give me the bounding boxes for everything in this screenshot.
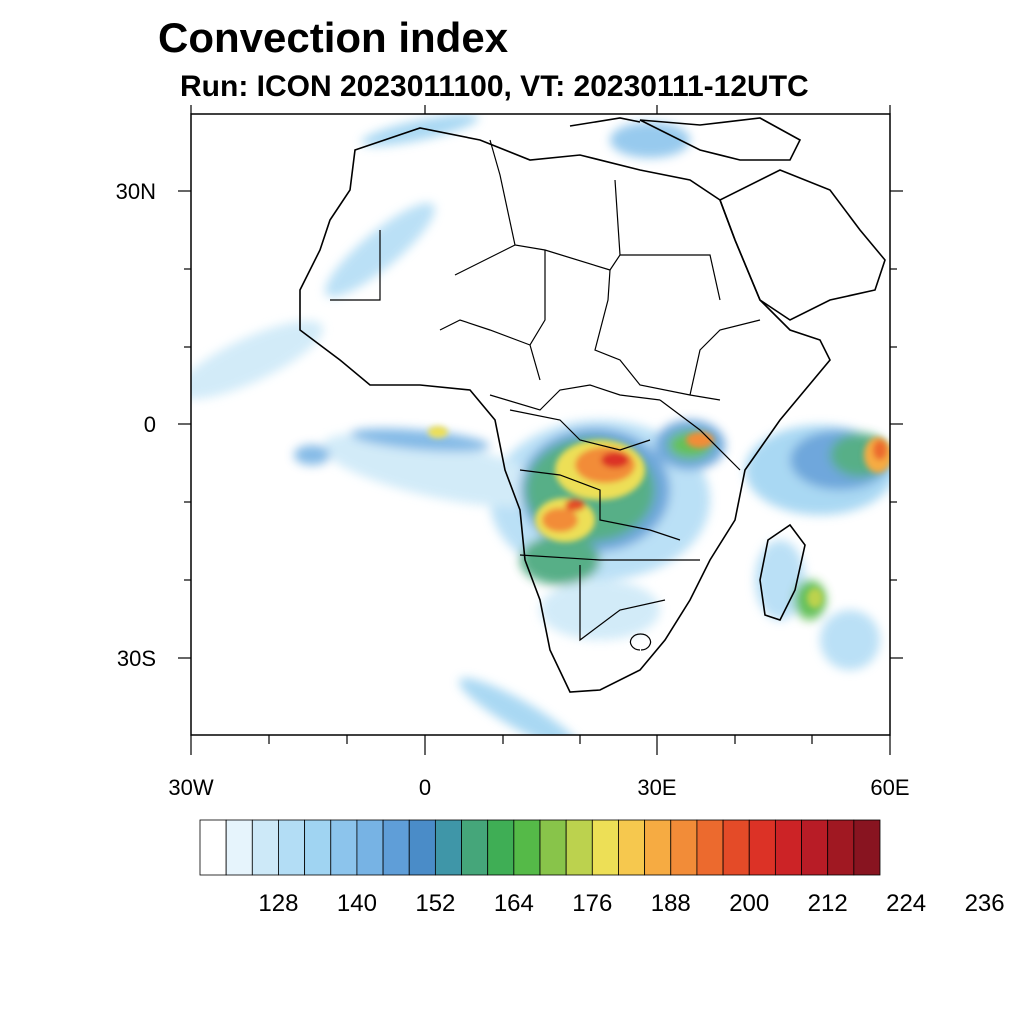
colorbar-box [225,819,253,876]
colorbar-tick-label: 164 [493,890,534,917]
colorbar-box [670,819,698,876]
colorbar-box [827,819,855,876]
colorbar-tick-label: 188 [650,890,691,917]
colorbar-box [565,819,593,876]
lat-label-30s: 30S [116,646,156,671]
colorbar-box [382,819,410,876]
colorbar-box [356,819,384,876]
colorbar-box [487,819,515,876]
lat-label-0: 0 [143,412,156,437]
colorbar-box [644,819,672,876]
colorbar-box [461,819,489,876]
colorbar-box [591,819,619,876]
colorbar-tick-label: 176 [572,890,613,917]
country-borders [330,139,761,651]
colorbar-box [696,819,724,876]
convection-field [191,114,890,735]
colorbar-box [251,819,279,876]
lat-label-30n: 30N [115,179,156,204]
colorbar-box [539,819,567,876]
colorbar-box [434,819,462,876]
lon-label-60e: 60E [870,775,910,800]
colorbar [199,819,881,876]
colorbar-box [199,819,227,876]
colorbar-box [330,819,358,876]
lon-label-30w: 30W [168,775,214,800]
colorbar-tick-label: 224 [886,890,927,917]
colorbar-box [513,819,541,876]
colorbar-tick-label: 128 [258,890,299,917]
colorbar-tick-label: 152 [415,890,456,917]
lon-label-0: 0 [418,775,432,800]
lon-label-30e: 30E [637,775,677,800]
colorbar-tick-label: 212 [807,890,848,917]
colorbar-box [774,819,802,876]
map-subtitle: Run: ICON 2023011100, VT: 20230111-12UTC [180,70,809,103]
colorbar-box [748,819,776,876]
colorbar-box [801,819,829,876]
colorbar-tick-label: 236 [964,890,1005,917]
colorbar-box [722,819,750,876]
coastline [299,117,886,693]
axis-ticks [178,105,903,755]
colorbar-tick-label: 200 [729,890,770,917]
map-frame [190,113,891,736]
colorbar-box [853,819,881,876]
colorbar-tick-label: 140 [336,890,377,917]
colorbar-box [278,819,306,876]
map-title: Convection index [158,14,509,61]
colorbar-box [304,819,332,876]
colorbar-box [618,819,646,876]
colorbar-box [408,819,436,876]
